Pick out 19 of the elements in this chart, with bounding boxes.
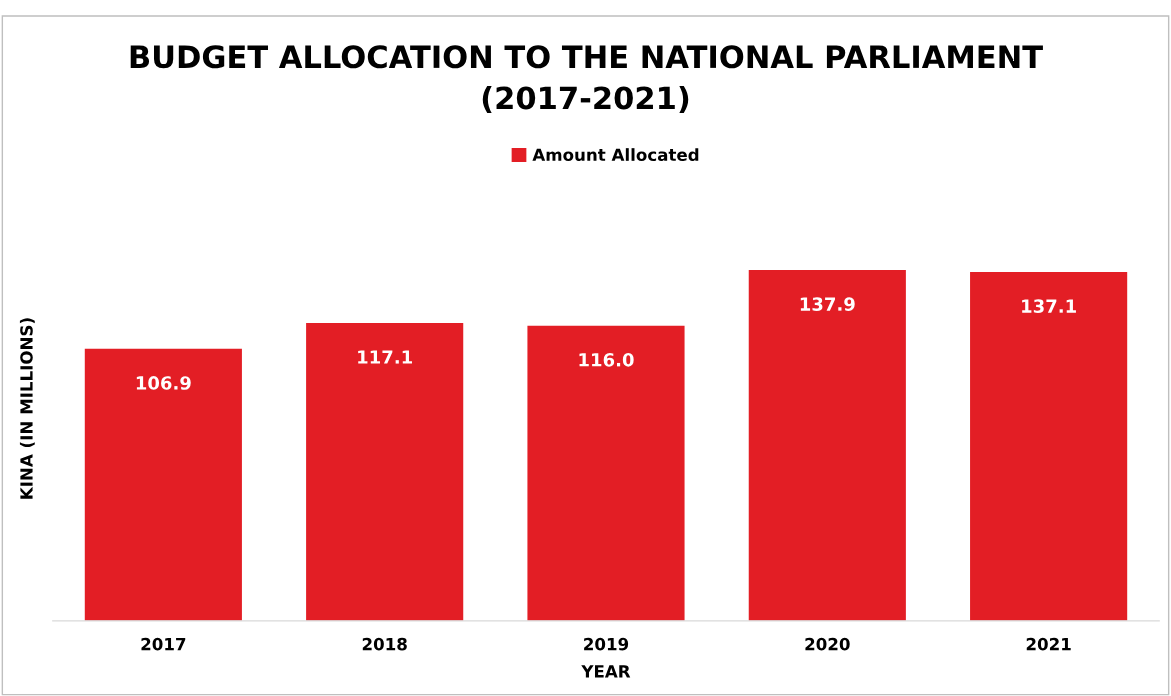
x-tick-label: 2021 [1026, 637, 1071, 651]
bar [527, 325, 685, 621]
bar [970, 271, 1128, 621]
y-axis-title: KINA (IN MILLIONS) [19, 318, 35, 499]
data-label: 116.0 [579, 352, 634, 367]
data-label: 137.1 [1022, 299, 1076, 313]
x-axis-title: YEAR [581, 665, 631, 678]
legend-label: Amount Allocated [532, 148, 699, 162]
data-label: 137.9 [800, 297, 855, 311]
bar [306, 322, 464, 621]
chart-title: BUDGET ALLOCATION TO THE NATIONAL PARLIAMENT (2017-2021) [130, 45, 1043, 114]
x-tick-label: 2020 [805, 637, 850, 651]
x-tick-label: 2018 [362, 637, 407, 651]
data-label: 117.1 [358, 350, 412, 364]
x-tick-label: 2019 [584, 637, 629, 651]
data-label: 106.9 [136, 376, 191, 390]
bar [84, 348, 242, 621]
bar [748, 269, 906, 621]
x-tick-label: 2017 [141, 637, 186, 651]
